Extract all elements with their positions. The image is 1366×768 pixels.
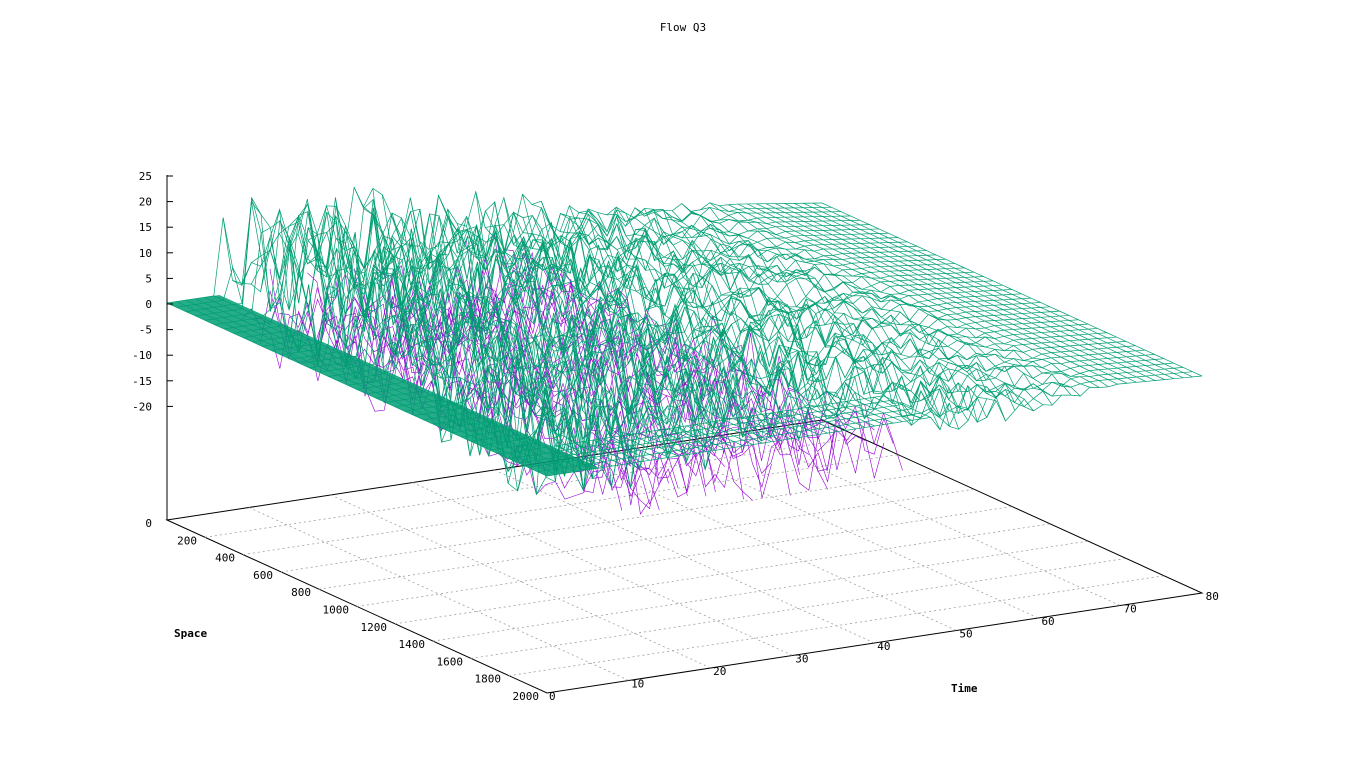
mesh-line-space bbox=[672, 210, 1053, 406]
mesh-line-time bbox=[461, 336, 1117, 495]
mesh-line-time bbox=[518, 362, 1174, 464]
mesh-line-time bbox=[242, 234, 899, 352]
space-tick-label: 200 bbox=[177, 534, 197, 547]
z-tick-label: 25 bbox=[139, 170, 152, 183]
time-tick-label: 20 bbox=[713, 665, 726, 678]
grid-line-time bbox=[412, 482, 793, 656]
grid-line-space bbox=[356, 506, 1013, 607]
flat-strip bbox=[167, 295, 600, 476]
mesh-line-time bbox=[271, 249, 927, 367]
mesh-line-time bbox=[280, 254, 937, 356]
z-base-tick-label: 0 bbox=[145, 517, 152, 530]
y-axis-title: Time bbox=[951, 682, 978, 695]
time-tick-label: 80 bbox=[1206, 590, 1219, 603]
mesh-line-time bbox=[204, 206, 861, 321]
mesh-line-time bbox=[299, 263, 956, 364]
z-tick-label: 20 bbox=[139, 196, 152, 209]
mesh-line-space bbox=[700, 207, 1081, 397]
grid-line-space bbox=[432, 540, 1089, 642]
mesh-line-time bbox=[233, 228, 889, 334]
space-tick-label: 1000 bbox=[323, 604, 350, 617]
mesh-line-time bbox=[537, 371, 1193, 473]
z-tick-label: 15 bbox=[139, 221, 152, 234]
base-grid bbox=[165, 419, 1204, 694]
space-tick-label: 1600 bbox=[437, 655, 464, 668]
mesh-line-time bbox=[223, 221, 880, 343]
mesh-line-time bbox=[442, 328, 1098, 473]
mesh-line-space bbox=[728, 204, 1109, 388]
mesh-line-time bbox=[252, 240, 908, 355]
z-axis-ticks: 25 20 15 10 5 0 -5 -10 -15 -20 0 bbox=[132, 170, 173, 530]
space-tick-label: 1200 bbox=[361, 621, 388, 634]
time-axis-ticks: 0 10 20 30 40 50 60 70 80 bbox=[549, 590, 1219, 703]
time-tick-label: 60 bbox=[1041, 615, 1054, 628]
z-tick-label: -10 bbox=[132, 349, 152, 362]
mesh-line-time bbox=[166, 186, 823, 304]
mesh-line-space bbox=[709, 202, 1090, 388]
surface-top-mesh bbox=[166, 186, 1203, 496]
underside-line bbox=[241, 308, 623, 511]
grid-line-space bbox=[242, 454, 899, 555]
time-tick-label: 50 bbox=[959, 628, 972, 641]
time-tick-label: 40 bbox=[877, 640, 890, 653]
mesh-line-time bbox=[347, 284, 1003, 410]
space-axis-ticks: 200 400 600 800 1000 1200 1400 1600 1800 2000 bbox=[177, 534, 539, 703]
underside-line bbox=[503, 249, 885, 479]
chart-title: Flow Q3 bbox=[660, 21, 706, 34]
mesh-line-time bbox=[423, 319, 1079, 456]
mesh-line-time bbox=[366, 293, 1022, 416]
mesh-line-time bbox=[214, 212, 870, 325]
time-tick-label: 30 bbox=[795, 653, 808, 666]
mesh-line-time bbox=[385, 302, 1041, 440]
mesh-line-time bbox=[328, 276, 984, 382]
mesh-line-time bbox=[394, 306, 1051, 424]
mesh-line-time bbox=[480, 345, 1136, 490]
z-tick-label: 0 bbox=[145, 298, 152, 311]
mesh-line-time bbox=[508, 358, 1165, 460]
z-tick-label: 5 bbox=[145, 272, 152, 285]
mesh-line-time bbox=[499, 354, 1155, 455]
space-tick-label: 400 bbox=[215, 552, 235, 565]
time-tick-label: 70 bbox=[1124, 603, 1137, 616]
x-axis-title: Space bbox=[174, 627, 207, 640]
mesh-line-time bbox=[309, 267, 965, 374]
space-tick-label: 1800 bbox=[475, 673, 502, 686]
mesh-line-time bbox=[432, 323, 1089, 447]
space-tick-label: 600 bbox=[253, 569, 273, 582]
time-tick-label: 10 bbox=[631, 678, 644, 691]
z-tick-label: -20 bbox=[132, 400, 152, 413]
z-tick-label: -15 bbox=[132, 375, 152, 388]
space-tick-label: 2000 bbox=[513, 690, 540, 703]
time-tick-label: 0 bbox=[549, 690, 556, 703]
grid-line-space bbox=[318, 488, 975, 590]
grid-line-space bbox=[470, 558, 1127, 659]
underside-line bbox=[400, 280, 782, 489]
mesh-line-time bbox=[451, 332, 1108, 484]
mesh-line-time bbox=[527, 367, 1184, 468]
mesh-line-time bbox=[290, 258, 946, 380]
underside-line bbox=[409, 263, 791, 496]
grid-line-time bbox=[739, 432, 1121, 606]
mesh-line-time bbox=[176, 194, 832, 308]
z-tick-label: 10 bbox=[139, 247, 152, 260]
mesh-line-time bbox=[413, 315, 1070, 457]
space-tick-label: 1400 bbox=[399, 638, 426, 651]
mesh-line-time bbox=[489, 349, 1146, 492]
mesh-line-time bbox=[375, 297, 1032, 443]
z-tick-label: -5 bbox=[139, 324, 152, 337]
underside-line bbox=[419, 291, 800, 475]
mesh-line-time bbox=[546, 375, 1203, 477]
space-tick-label: 800 bbox=[291, 586, 311, 599]
mesh-line-time bbox=[261, 245, 918, 367]
